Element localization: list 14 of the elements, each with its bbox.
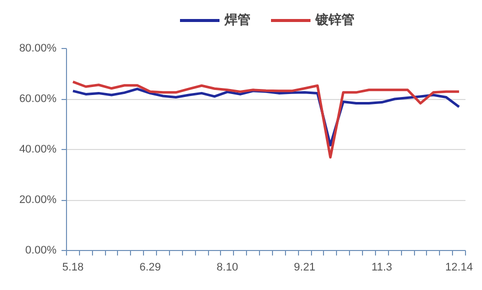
x-tick-label: 12.14 (445, 262, 473, 274)
y-tick-label: 20.00% (19, 194, 57, 206)
x-tick-label: 6.29 (139, 262, 161, 274)
x-tick-label: 9.21 (294, 262, 316, 274)
x-tick-label: 5.18 (62, 262, 84, 274)
legend-label: 镀锌管 (316, 12, 354, 29)
y-tick-label: 80.00% (19, 42, 57, 54)
legend-label: 焊管 (224, 12, 250, 29)
line-series (72, 80, 460, 159)
y-tick-label: 0.00% (25, 244, 57, 256)
y-tick-label: 40.00% (19, 144, 57, 156)
x-tick-label: 11.3 (372, 262, 392, 274)
y-tick-label: 60.00% (19, 93, 57, 105)
x-tick-label: 8.10 (216, 262, 238, 274)
